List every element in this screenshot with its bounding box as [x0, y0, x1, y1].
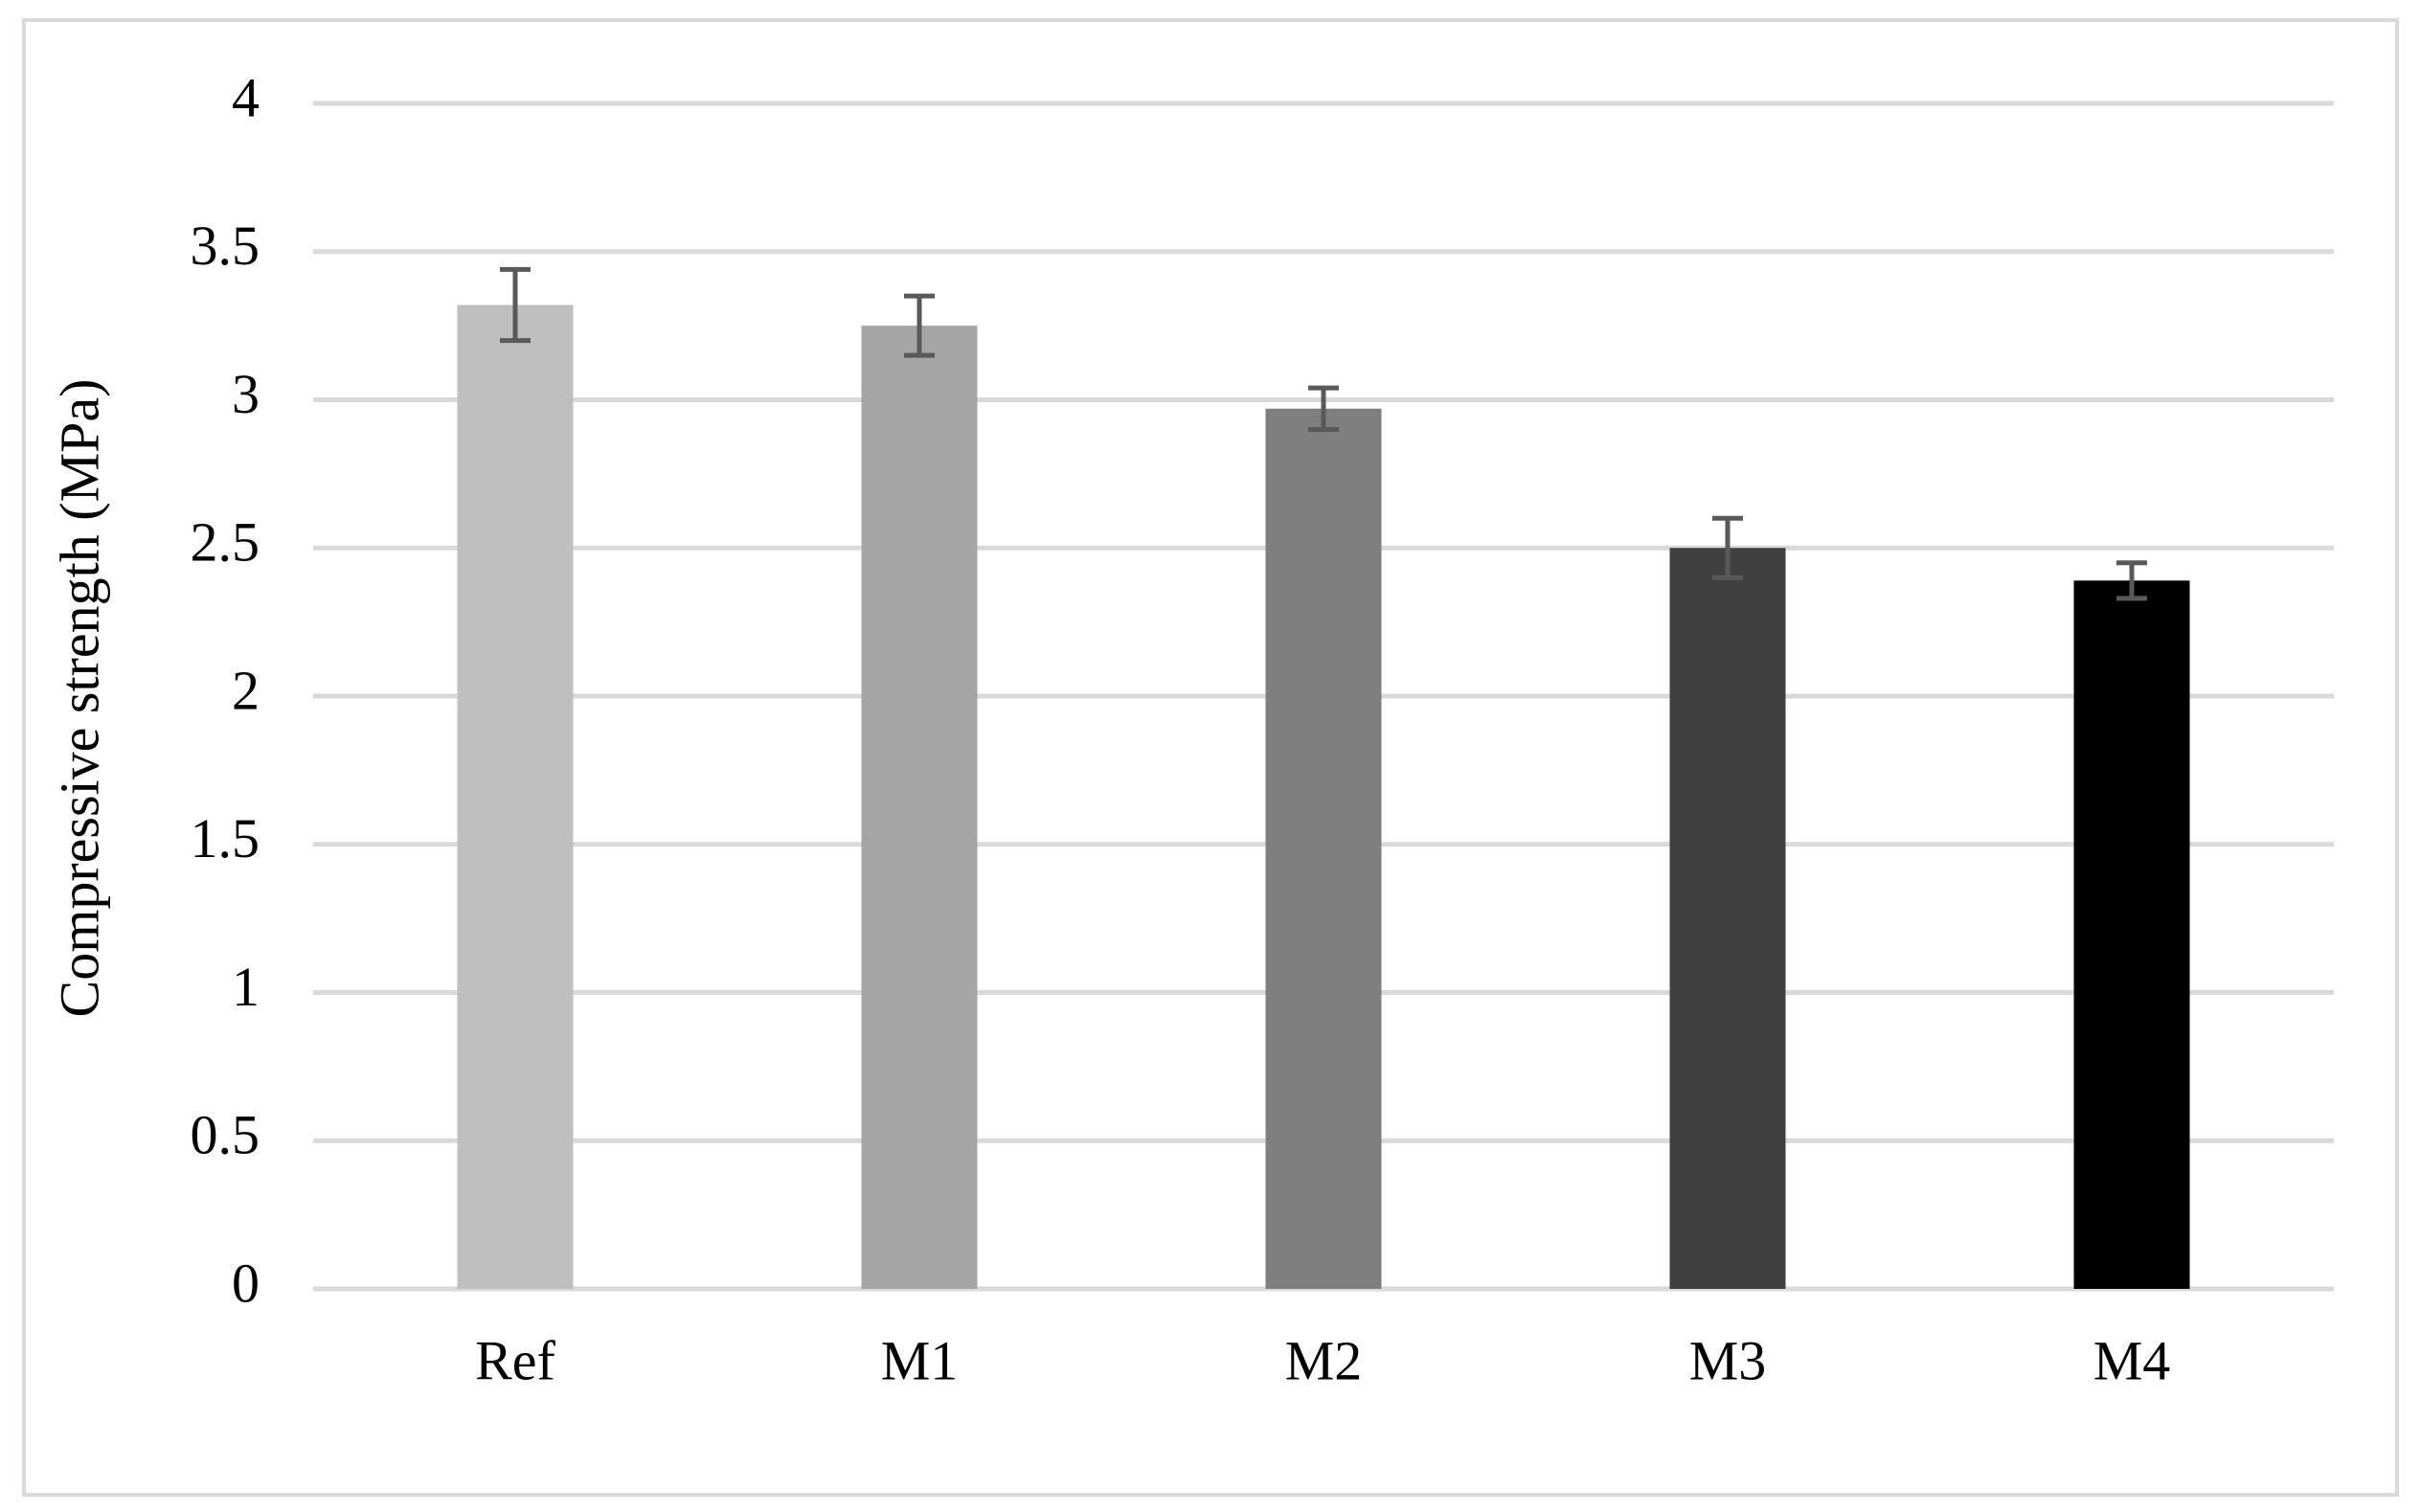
y-tick-label: 2.5	[191, 511, 260, 574]
bar	[861, 326, 978, 1289]
y-tick-label: 3	[232, 363, 260, 425]
x-tick-label: M2	[1285, 1329, 1363, 1391]
y-tick-label: 4	[232, 66, 260, 128]
y-tick-label: 1.5	[191, 807, 260, 869]
chart-border	[22, 18, 2399, 1497]
error-bar	[500, 266, 531, 344]
error-bar	[1712, 515, 1743, 580]
y-tick-label: 2	[232, 659, 260, 721]
x-tick-label: M3	[1689, 1329, 1767, 1391]
y-tick-label: 0	[232, 1252, 260, 1314]
y-tick-label: 0.5	[191, 1104, 260, 1166]
y-tick-label: 1	[232, 956, 260, 1018]
bar	[457, 305, 574, 1290]
error-bar	[2116, 560, 2147, 601]
error-bar	[1308, 385, 1339, 432]
x-tick-label: M4	[2093, 1329, 2171, 1391]
x-tick-label: Ref	[475, 1329, 555, 1391]
y-tick-label: 3.5	[191, 214, 260, 277]
error-bar	[904, 293, 935, 358]
x-tick-label: M1	[881, 1329, 959, 1391]
y-axis-title: Compressive strength (MPa)	[48, 379, 110, 1018]
bar	[1669, 548, 1786, 1289]
bar	[2073, 580, 2190, 1289]
bar	[1265, 408, 1382, 1289]
